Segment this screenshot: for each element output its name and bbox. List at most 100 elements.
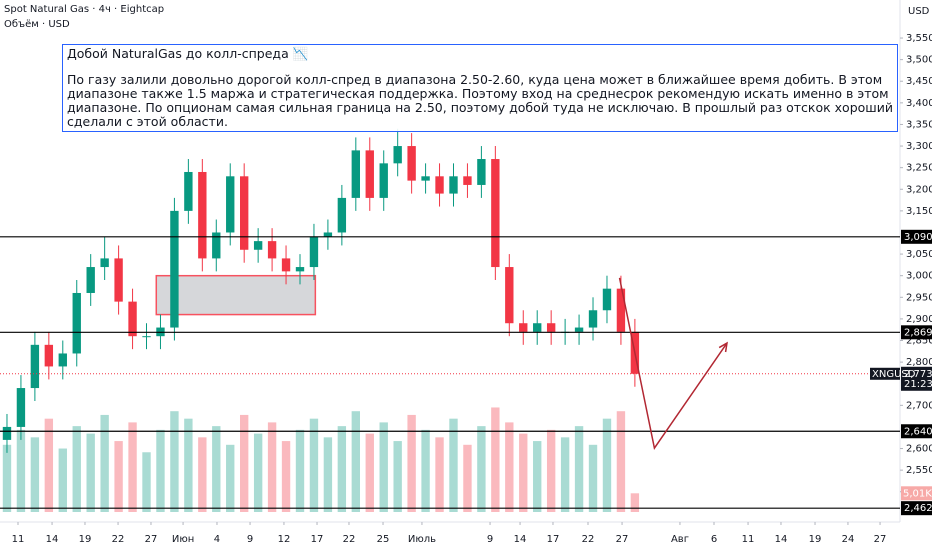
volume-bar [86, 433, 95, 512]
volume-bar [281, 441, 291, 512]
volume-bar [309, 418, 319, 512]
volume-bar [533, 441, 542, 512]
level-label: 2,640 [904, 426, 932, 437]
annotation-title: Добой NaturalGas до колл-спреда 📉 [67, 46, 309, 61]
volume-bar [337, 426, 347, 512]
level-label-bg [901, 501, 932, 516]
candle-body [86, 267, 95, 293]
volume-bar [588, 444, 598, 512]
x-tick-label: 9 [247, 534, 253, 545]
y-tick-label: 3,400 [906, 98, 932, 109]
volume-bar [253, 433, 263, 512]
x-tick-label: 9 [487, 534, 493, 545]
level-label-bg [901, 229, 932, 244]
x-tick-label: 14 [514, 534, 527, 545]
x-tick-label: 27 [874, 534, 887, 545]
volume-bar [44, 418, 54, 512]
candle-body [588, 310, 598, 328]
candle-body [16, 388, 26, 427]
volume-bar [295, 429, 305, 512]
candle-body [128, 301, 137, 337]
volume-bar [491, 407, 500, 512]
candle-body [72, 292, 81, 354]
x-tick-label: 22 [112, 534, 125, 545]
y-tick-label: 3,550 [906, 33, 932, 44]
candle-body [546, 323, 556, 332]
candle-body [491, 159, 500, 268]
last-price-bg [901, 366, 932, 391]
y-tick-label: 2,550 [906, 465, 932, 476]
y-tick-label: 2,950 [906, 292, 932, 303]
annotation-box: Добой NaturalGas до колл-спреда 📉 По газ… [62, 44, 898, 132]
candle-body [616, 288, 626, 332]
arrow-head [718, 341, 728, 353]
candle-body [574, 327, 584, 332]
zone [155, 274, 317, 316]
volume-label: 5,01K [903, 488, 932, 499]
candle-body [2, 426, 12, 440]
candle-body [463, 176, 472, 185]
annotation-body: По газу залили довольно дорогой колл-спр… [67, 72, 893, 129]
level-label: 2,869 [904, 327, 932, 338]
volume-bar [114, 441, 123, 512]
candle-body [281, 258, 291, 272]
x-tick-label: 14 [46, 534, 59, 545]
candle-body [253, 241, 263, 250]
x-tick-label: 14 [775, 534, 788, 545]
volume-bar [379, 422, 388, 512]
volume-bar [142, 452, 151, 512]
candle-body [533, 323, 542, 332]
volume-bar [170, 411, 179, 512]
candle-body [421, 176, 430, 181]
volume-bar [240, 414, 249, 512]
volume-bar [602, 418, 612, 512]
volume-bar [267, 422, 277, 512]
candle-body [30, 344, 40, 389]
y-tick-label: 2,900 [906, 314, 932, 325]
volume-bar [519, 433, 528, 512]
chart-title: Spot Natural Gas · 4ч · Eightcap [4, 4, 164, 15]
candle-body [337, 197, 347, 233]
x-tick-label: 17 [311, 534, 324, 545]
candle-body [267, 241, 277, 259]
x-tick-label: Июн [172, 534, 194, 545]
volume-bar [560, 437, 570, 512]
x-tick-label: 17 [547, 534, 560, 545]
y-tick-label: 2,600 [906, 444, 932, 455]
volume-bar [128, 422, 137, 512]
candle-body [44, 344, 54, 367]
volume-bar [58, 448, 67, 512]
volume-bar [505, 422, 514, 512]
candle-body [100, 258, 109, 268]
forecast-arrow [618, 277, 728, 450]
volume-bar [198, 437, 207, 512]
volume-bar [323, 437, 333, 512]
candle-body [212, 232, 221, 259]
volume-bar [546, 429, 556, 512]
volume-bar [30, 437, 40, 512]
candle-body [184, 171, 193, 211]
x-tick-label: 12 [278, 534, 291, 545]
x-tick-label: Июль [408, 534, 436, 545]
candle-body [198, 171, 207, 259]
level-label-bg [901, 325, 932, 340]
y-tick-label: 2,700 [906, 400, 932, 411]
candle-body [226, 176, 235, 233]
volume-bar [156, 429, 165, 512]
y-tick-label: 3,250 [906, 163, 932, 174]
volume-bar [72, 426, 81, 512]
candle-body [505, 267, 514, 324]
x-tick-label: 27 [145, 534, 158, 545]
countdown: 21:23 [904, 379, 932, 390]
volume-bar [574, 426, 584, 512]
level-label-bg [901, 424, 932, 439]
level-label: 3,090 [904, 232, 932, 243]
last-price-label: 2,773 [904, 369, 932, 380]
x-tick-label: 4 [214, 534, 220, 545]
x-tick-label: Авг [671, 534, 689, 545]
volume-bar [365, 433, 374, 512]
volume-bar [184, 418, 193, 512]
volume-bar [463, 444, 472, 512]
y-tick-label: 3,050 [906, 249, 932, 260]
